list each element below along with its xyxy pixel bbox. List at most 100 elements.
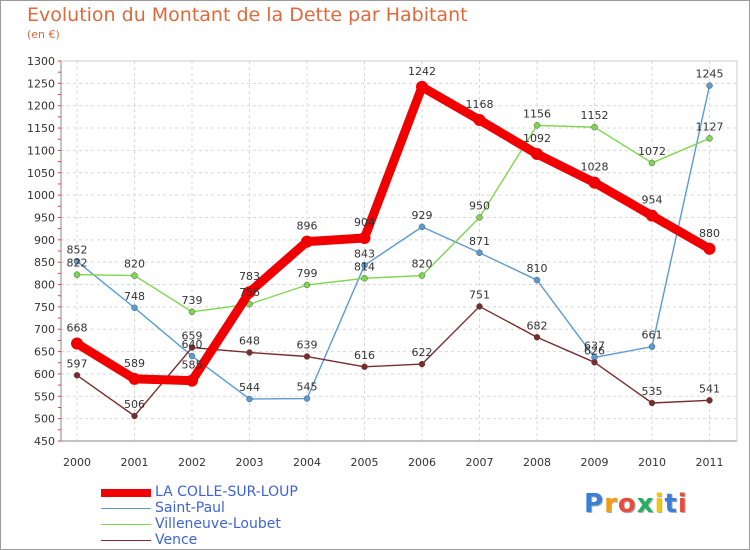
- data-point: [73, 271, 81, 278]
- data-point: [648, 343, 656, 350]
- x-tick-label: 2004: [293, 456, 321, 469]
- x-tick-label: 2010: [638, 456, 666, 469]
- data-label: 616: [354, 349, 375, 362]
- brand-logo: Proxiti: [584, 489, 688, 519]
- data-label: 756: [239, 286, 260, 299]
- data-label: 739: [182, 294, 203, 307]
- data-point: [646, 209, 658, 222]
- data-label: 1168: [466, 98, 494, 111]
- legend-swatch: [101, 489, 151, 497]
- data-label: 896: [297, 220, 318, 233]
- legend-item-la-colle-sur-loup[interactable]: LA COLLE-SUR-LOUP: [101, 484, 361, 501]
- data-label: 814: [354, 260, 375, 273]
- x-tick-label: 2000: [63, 456, 91, 469]
- data-point: [476, 249, 483, 257]
- legend: LA COLLE-SUR-LOUP Saint-Paul Villeneuve-…: [101, 484, 361, 549]
- data-point: [131, 412, 138, 420]
- series-line-0: [72, 82, 714, 386]
- data-label: 820: [124, 258, 145, 271]
- legend-item-villeneuve-loubet[interactable]: Villeneuve-Loubet: [101, 516, 361, 533]
- data-label: 622: [412, 346, 433, 359]
- data-label: 506: [124, 398, 145, 411]
- data-point: [188, 344, 196, 351]
- data-point: [473, 114, 486, 127]
- data-label: 950: [469, 199, 490, 212]
- data-point: [706, 82, 713, 89]
- data-point: [303, 281, 311, 289]
- data-label: 954: [642, 194, 663, 207]
- data-point: [186, 374, 198, 387]
- data-point: [73, 258, 81, 265]
- data-point: [131, 304, 138, 312]
- data-label: 1028: [581, 161, 609, 174]
- series-group: [71, 80, 716, 420]
- brand-letter: o: [617, 489, 637, 519]
- data-label: 1072: [638, 145, 666, 158]
- y-tick-label: 1300: [27, 55, 55, 68]
- data-label: 637: [584, 339, 605, 352]
- legend-label: LA COLLE-SUR-LOUP: [155, 484, 298, 500]
- data-label: 880: [699, 227, 720, 240]
- data-point: [303, 353, 311, 360]
- data-point: [301, 235, 313, 248]
- data-label: 751: [469, 288, 490, 301]
- y-tick-label: 1000: [27, 189, 55, 202]
- legend-swatch: [101, 508, 151, 509]
- brand-letter: i: [654, 489, 665, 519]
- axes: 450 500 550 600 650 700 750 800 850 900 950 1000 105…: [27, 55, 738, 469]
- data-point: [131, 272, 138, 279]
- y-tick-label: 800: [34, 279, 55, 292]
- data-label: 852: [67, 243, 88, 256]
- data-point: [416, 80, 428, 93]
- data-label: 668: [67, 322, 88, 335]
- data-labels: 668 589 585 783 896 904 1242 1168 1092 1028 954 880…: [67, 65, 724, 411]
- data-point: [188, 352, 196, 360]
- chart-title: Evolution du Montant de la Dette par Hab…: [27, 4, 468, 26]
- data-label: 820: [412, 258, 433, 271]
- data-label: 545: [297, 381, 318, 394]
- brand-letter: t: [664, 489, 678, 519]
- data-label: 640: [182, 338, 203, 351]
- data-point: [703, 242, 716, 255]
- legend-item-saint-paul[interactable]: Saint-Paul: [101, 500, 361, 517]
- y-tick-label: 650: [34, 346, 55, 359]
- data-label: 1242: [408, 65, 436, 78]
- data-point: [648, 399, 656, 407]
- y-tick-label: 900: [34, 234, 55, 247]
- legend-swatch: [101, 524, 151, 525]
- legend-label: Saint-Paul: [155, 500, 225, 516]
- data-point: [706, 397, 713, 404]
- data-label: 626: [584, 344, 605, 357]
- y-tick-label: 1150: [27, 122, 55, 135]
- data-label: 1152: [581, 109, 609, 122]
- data-label: 535: [642, 385, 663, 398]
- y-tick-label: 600: [34, 368, 55, 381]
- y-tick-label: 1100: [27, 144, 55, 157]
- legend-label: Villeneuve-Loubet: [155, 516, 281, 532]
- chart-subtitle: (en €): [27, 28, 60, 41]
- y-tick-label: 1250: [27, 77, 55, 90]
- x-tick-label: 2009: [581, 456, 609, 469]
- x-tick-label: 2011: [696, 456, 724, 469]
- data-point: [361, 275, 368, 282]
- y-tick-label: 550: [34, 390, 55, 403]
- data-label: 1245: [696, 68, 724, 81]
- data-point: [73, 372, 81, 379]
- y-tick-label: 950: [34, 211, 55, 224]
- brand-letter: r: [604, 489, 618, 519]
- legend-item-vence[interactable]: Vence: [101, 532, 361, 549]
- brand-letter: P: [584, 489, 605, 519]
- data-point: [588, 176, 601, 189]
- data-label: 589: [124, 357, 145, 370]
- y-tick-label: 750: [34, 301, 55, 314]
- series-line-1: [76, 84, 711, 400]
- x-tick-label: 2003: [236, 456, 264, 469]
- x-tick-label: 2008: [523, 456, 551, 469]
- grid: [61, 60, 737, 442]
- legend-label: Vence: [155, 532, 198, 548]
- series-line-2: [76, 124, 711, 313]
- legend-swatch: [101, 540, 151, 541]
- data-point: [533, 334, 541, 341]
- data-label: 585: [182, 359, 203, 372]
- data-label: 1156: [523, 107, 551, 120]
